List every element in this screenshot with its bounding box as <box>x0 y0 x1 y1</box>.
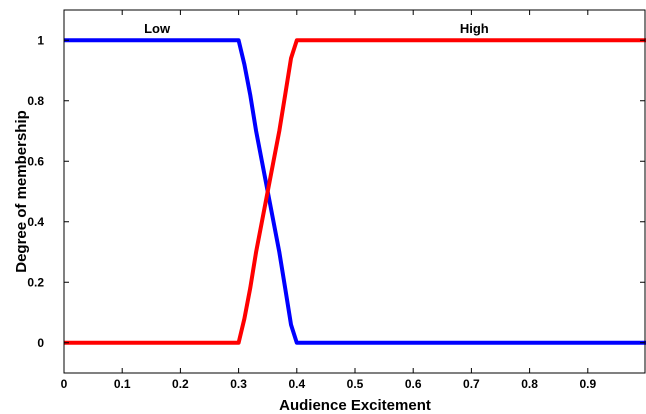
x-axis-ticks: 0 0.1 0.2 0.3 0.4 0.5 0.6 0.7 0.8 0.9 <box>61 10 596 391</box>
x-tick-label: 0 <box>61 377 68 391</box>
series-labels: Low High <box>144 21 489 36</box>
series-line-low <box>64 38 646 345</box>
plot-lines <box>64 38 646 345</box>
y-tick-label: 0.4 <box>27 215 44 229</box>
series-line-high <box>64 38 646 345</box>
plot-frame <box>63 9 646 374</box>
x-tick-label: 0.8 <box>521 377 538 391</box>
x-tick-label: 0.6 <box>405 377 422 391</box>
x-axis-label: Audience Excitement <box>279 397 431 414</box>
y-tick-label: 0.6 <box>27 154 44 168</box>
series-label-high: High <box>460 21 489 36</box>
y-tick-label: 0.8 <box>27 94 44 108</box>
x-tick-label: 0.7 <box>463 377 480 391</box>
y-tick-label: 0 <box>37 336 44 350</box>
x-tick-label: 0.9 <box>579 377 596 391</box>
y-axis-label: Degree of membership <box>13 110 30 273</box>
y-tick-label: 0.2 <box>27 275 44 289</box>
y-tick-label: 1 <box>37 33 44 47</box>
x-tick-label: 0.5 <box>347 377 364 391</box>
y-axis-ticks: 0 0.2 0.4 0.6 0.8 1 <box>27 33 645 350</box>
series-label-low: Low <box>144 21 171 36</box>
x-tick-label: 0.2 <box>172 377 189 391</box>
x-tick-label: 0.4 <box>288 377 305 391</box>
x-tick-label: 0.1 <box>114 377 131 391</box>
x-tick-label: 0.3 <box>230 377 247 391</box>
